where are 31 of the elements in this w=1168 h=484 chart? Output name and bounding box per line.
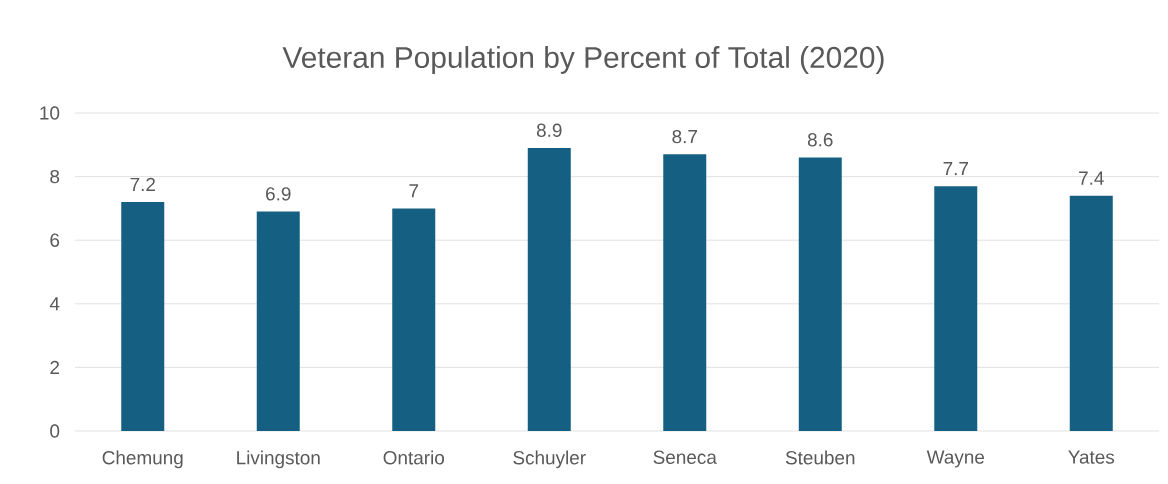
bar	[256, 211, 300, 431]
bar	[663, 154, 707, 431]
x-tick-label: Steuben	[785, 450, 855, 465]
x-tick-label: Ontario	[383, 450, 445, 465]
y-tick-label: 8	[50, 169, 60, 184]
x-tick-label: Chemung	[102, 450, 183, 469]
chart-title: Veteran Population by Percent of Total (2020)	[282, 46, 884, 74]
bar	[121, 202, 165, 431]
data-label: 7.7	[943, 162, 968, 176]
data-label: 6.9	[266, 187, 291, 201]
bar	[392, 208, 436, 431]
x-tick-label: Yates	[1068, 450, 1115, 464]
x-tick-label: Schuyler	[513, 450, 586, 469]
bar	[527, 147, 571, 431]
data-label: 7.4	[1079, 171, 1104, 185]
bar	[934, 186, 978, 431]
y-tick-label: 4	[49, 297, 60, 311]
data-label: 8.6	[807, 133, 833, 147]
data-label: 7	[409, 184, 419, 198]
y-tick-label: 2	[50, 360, 60, 375]
y-tick-label: 10	[40, 106, 60, 120]
bar	[1069, 195, 1113, 431]
x-tick-label: Seneca	[653, 450, 717, 464]
data-label: 8.9	[536, 123, 562, 137]
data-label: 7.2	[130, 177, 155, 191]
data-label: 8.7	[672, 129, 697, 144]
x-tick-label: Wayne	[926, 450, 985, 468]
bar	[798, 157, 842, 431]
y-tick-label: 0	[50, 424, 60, 438]
x-tick-label: Livingston	[237, 450, 320, 469]
y-tick-label: 6	[50, 233, 60, 247]
